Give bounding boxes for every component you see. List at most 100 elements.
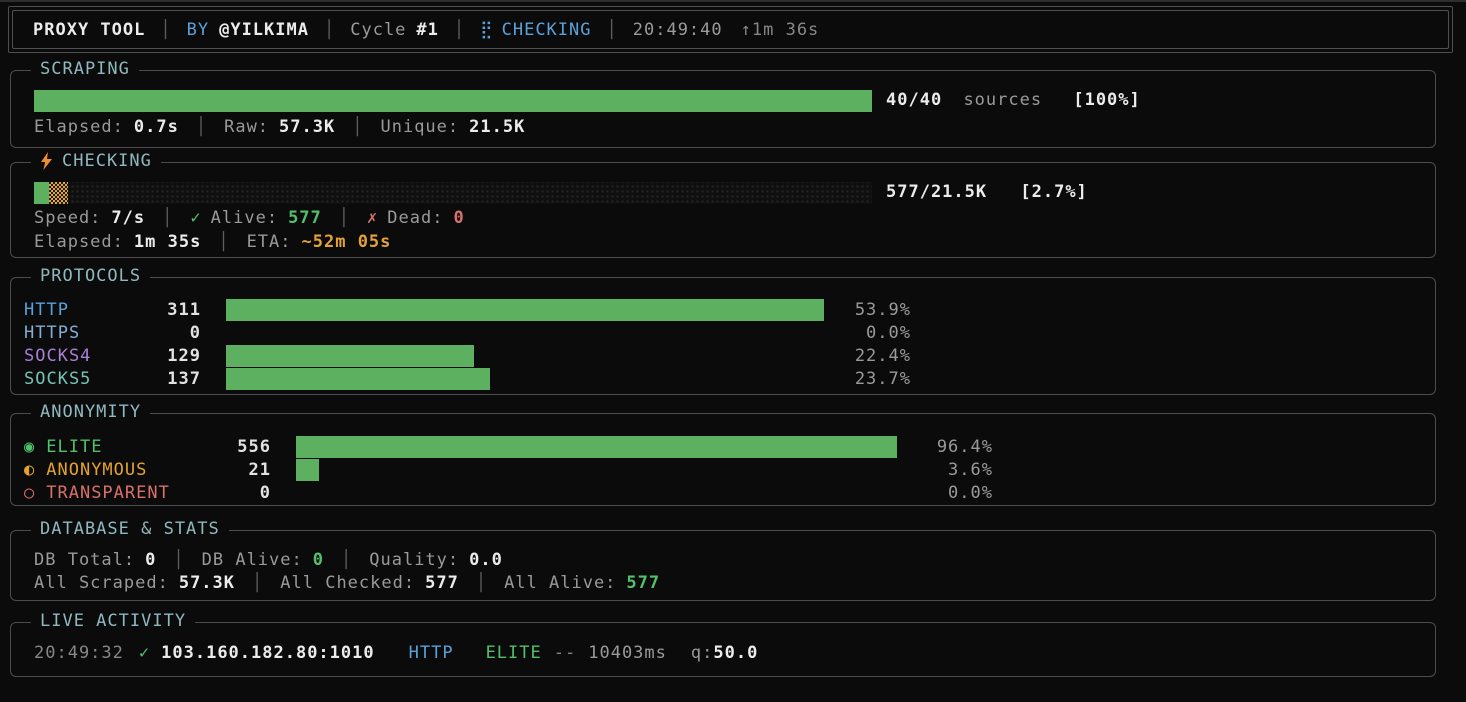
spinner-icon: ⣟ [480,19,494,40]
all-alive-label: All Alive: [504,573,617,593]
elapsed-value: 0.7s [133,117,179,137]
separator: │ [252,573,264,593]
fisheye-icon: ◉ [24,436,36,457]
checking-progress-fill-orange [49,182,69,204]
empty-circle-icon: ○ [24,482,36,503]
protocol-row-socks5: SOCKS5 137 23.7% [11,367,1435,390]
panel-title-text: LIVE ACTIVITY [40,611,187,631]
anonymity-label: TRANSPARENT [46,482,170,503]
separator: │ [352,117,364,137]
anonymity-count: 0 [259,482,271,503]
panel-title-text: CHECKING [62,151,152,171]
checking-panel-title: CHECKING [31,151,161,171]
anonymity-label: ANONYMOUS [46,459,148,480]
scraping-stats-line: Elapsed: 0.7s │ Raw: 57.3K │ Unique: 21.… [34,117,525,137]
by-label: BY [186,19,210,40]
dead-label: Dead: [387,208,444,228]
checking-eta-line: Elapsed: 1m 35s │ ETA: ~52m 05s [34,232,391,252]
protocol-count: 0 [189,322,201,343]
alive-label: Alive: [210,208,279,228]
anonymity-rows: ◉ ELITE 556 96.4% ◐ ANONYMOUS 21 3.6% ○ TRA… [11,435,1435,504]
cycle-value: #1 [416,19,439,40]
protocol-label: SOCKS5 [24,368,92,389]
quality-label: q: [690,643,714,663]
all-scraped-label: All Scraped: [34,573,169,593]
dead-value: 0 [453,208,465,228]
protocol-row-https: HTTPS 0 0.0% [11,321,1435,344]
checking-progress-label: 577/21.5K [2.7%] [886,182,1088,202]
protocol-label: SOCKS4 [24,345,92,366]
anonymity-row-transparent: ○ TRANSPARENT 0 0.0% [11,481,1435,504]
protocol-percent: 0.0% [866,322,911,343]
protocol-percent: 23.7% [854,368,911,389]
elapsed-label: Elapsed: [34,117,124,137]
quality-value: 50.0 [713,643,759,663]
scraping-progress-bar [34,90,872,112]
scraping-percent: [100%] [1073,90,1141,110]
scraping-panel: SCRAPING 40/40 sources [100%] Elapsed: 0… [10,59,1436,148]
db-alive-value: 0 [312,550,324,570]
scraping-progress-fill [34,90,872,112]
unique-value: 21.5K [469,117,526,137]
checking-speed-line: Speed: 7/s │ ✓ Alive: 577 │ ✗ Dead: 0 [34,208,465,228]
scraping-panel-title: SCRAPING [31,59,139,79]
cycle-label: Cycle [350,19,407,40]
db-total-value: 0 [145,550,157,570]
database-line1: DB Total: 0 │ DB Alive: 0 │ Quality: 0.0 [34,550,503,570]
separator: │ [338,208,351,228]
separator: │ [341,550,353,570]
raw-label: Raw: [224,117,270,137]
protocol-percent: 22.4% [854,345,911,366]
entry-time: 20:49:32 [34,643,124,663]
cross-icon: ✗ [367,208,379,228]
window-top-edge [0,0,1466,2]
check-icon: ✓ [138,643,151,663]
database-line2: All Scraped: 57.3K │ All Checked: 577 │ … [34,573,660,593]
all-scraped-value: 57.3K [178,573,236,593]
check-icon: ✓ [190,208,202,228]
quality-value: 0.0 [469,550,503,570]
separator: │ [162,208,174,228]
lightning-icon [40,152,53,170]
anonymity-label: ELITE [46,436,103,457]
database-panel-title: DATABASE & STATS [31,519,229,539]
all-checked-value: 577 [425,573,459,593]
protocol-row-http: HTTP 311 53.9% [11,298,1435,321]
live-activity-panel-title: LIVE ACTIVITY [31,611,196,631]
scraping-progress-label: 40/40 sources [100%] [886,90,1141,110]
eta-value: ~52m 05s [301,232,392,252]
anonymity-count: 21 [248,459,271,480]
separator: │ [195,117,208,137]
dash-separator: -- [553,643,577,663]
author-handle: @YILKIMA [219,19,309,40]
anonymity-panel-title: ANONYMITY [31,402,151,422]
protocol-row-socks4: SOCKS4 129 22.4% [11,344,1435,367]
db-total-label: DB Total: [34,550,136,570]
protocol-label: HTTPS [24,322,81,343]
header-bar: PROXY TOOL │ BY @YILKIMA │ Cycle #1 │ ⣟ … [8,6,1453,53]
panel-title-text: PROTOCOLS [40,266,142,286]
half-circle-icon: ◐ [24,459,36,480]
panel-title-text: DATABASE & STATS [40,519,220,539]
entry-protocol: HTTP [408,643,454,663]
app-title: PROXY TOOL [33,19,146,40]
separator: │ [475,573,488,593]
live-activity-panel: LIVE ACTIVITY 20:49:32 ✓ 103.160.182.80:… [10,611,1436,677]
anonymity-percent: 0.0% [948,482,993,503]
status-badge: CHECKING [501,19,592,40]
entry-anonymity: ELITE [485,643,542,663]
protocol-count: 311 [167,299,201,320]
live-activity-entry: 20:49:32 ✓ 103.160.182.80:1010 HTTP ELIT… [34,643,758,663]
protocols-panel: PROTOCOLS HTTP 311 53.9% HTTPS 0 0.0% [10,266,1436,395]
separator: │ [453,19,466,40]
eta-label: ETA: [246,232,292,252]
elapsed-value: 1m 35s [133,232,202,252]
separator: │ [173,550,185,570]
all-alive-value: 577 [626,573,661,593]
anonymity-panel: ANONYMITY ◉ ELITE 556 96.4% ◐ ANONYMOUS 21… [10,402,1436,506]
elapsed-label: Elapsed: [34,232,124,252]
alive-value: 577 [288,208,322,228]
speed-label: Speed: [34,208,102,228]
separator: │ [606,19,618,40]
entry-latency: 10403ms [588,643,667,663]
